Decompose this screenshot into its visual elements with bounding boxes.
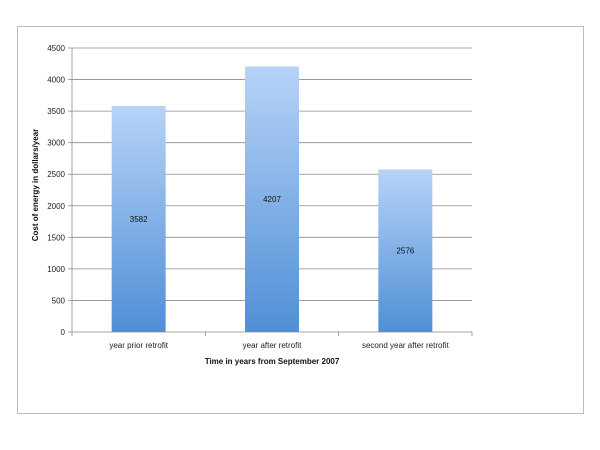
x-tick-label: second year after retrofit xyxy=(362,341,449,350)
x-tick-label: year after retrofit xyxy=(243,341,302,350)
y-tick-label: 2000 xyxy=(47,202,65,211)
bar-2 xyxy=(245,66,299,333)
x-axis-title: Time in years from September 2007 xyxy=(205,357,340,366)
y-tick-label: 3500 xyxy=(47,107,65,116)
bars: 3582 4207 2576 xyxy=(111,66,433,333)
bar-value-label: 4207 xyxy=(263,195,281,204)
y-tick-label: 4000 xyxy=(47,76,65,85)
bar-value-label: 2576 xyxy=(396,247,414,256)
y-tick-label: 3000 xyxy=(47,139,65,148)
y-tick-label: 1500 xyxy=(47,233,65,242)
x-axis-ticks: year prior retrofit year after retrofit se… xyxy=(71,332,473,350)
y-tick-label: 1000 xyxy=(47,265,65,274)
y-tick-label: 4500 xyxy=(47,44,65,53)
x-tick-label: year prior retrofit xyxy=(109,341,168,350)
y-axis-title: Cost of energy in dollars/year xyxy=(31,129,40,241)
chart-frame xyxy=(17,26,584,414)
bar-value-label: 3582 xyxy=(130,215,148,224)
bar-1 xyxy=(111,105,166,332)
y-tick-label: 0 xyxy=(61,328,66,337)
y-axis-ticks: 0 500 1000 1500 2000 2500 3000 3500 4000 4500 xyxy=(47,44,72,337)
y-tick-label: 500 xyxy=(52,296,66,305)
y-tick-label: 2500 xyxy=(47,170,65,179)
bar-3 xyxy=(378,169,433,332)
